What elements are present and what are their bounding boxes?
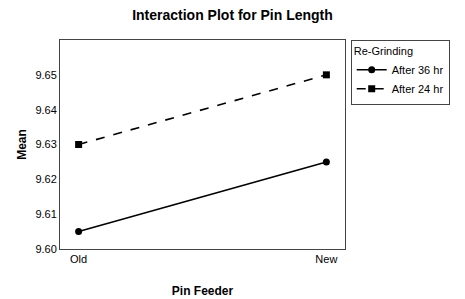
- svg-text:Pin Feeder: Pin Feeder: [172, 284, 234, 298]
- svg-text:New: New: [315, 253, 337, 265]
- svg-text:9.62: 9.62: [35, 173, 56, 185]
- svg-text:Interaction Plot for Pin Lengt: Interaction Plot for Pin Length: [132, 7, 333, 23]
- svg-text:9.60: 9.60: [35, 243, 56, 255]
- svg-text:9.61: 9.61: [35, 208, 56, 220]
- svg-text:After 24 hr: After 24 hr: [392, 83, 444, 95]
- svg-text:After 36 hr: After 36 hr: [392, 64, 444, 76]
- svg-text:9.64: 9.64: [35, 104, 56, 116]
- svg-text:9.65: 9.65: [35, 69, 56, 81]
- svg-text:Old: Old: [70, 253, 87, 265]
- svg-text:9.63: 9.63: [35, 138, 56, 150]
- svg-text:Re-Grinding: Re-Grinding: [354, 45, 413, 57]
- svg-text:Mean: Mean: [15, 129, 29, 160]
